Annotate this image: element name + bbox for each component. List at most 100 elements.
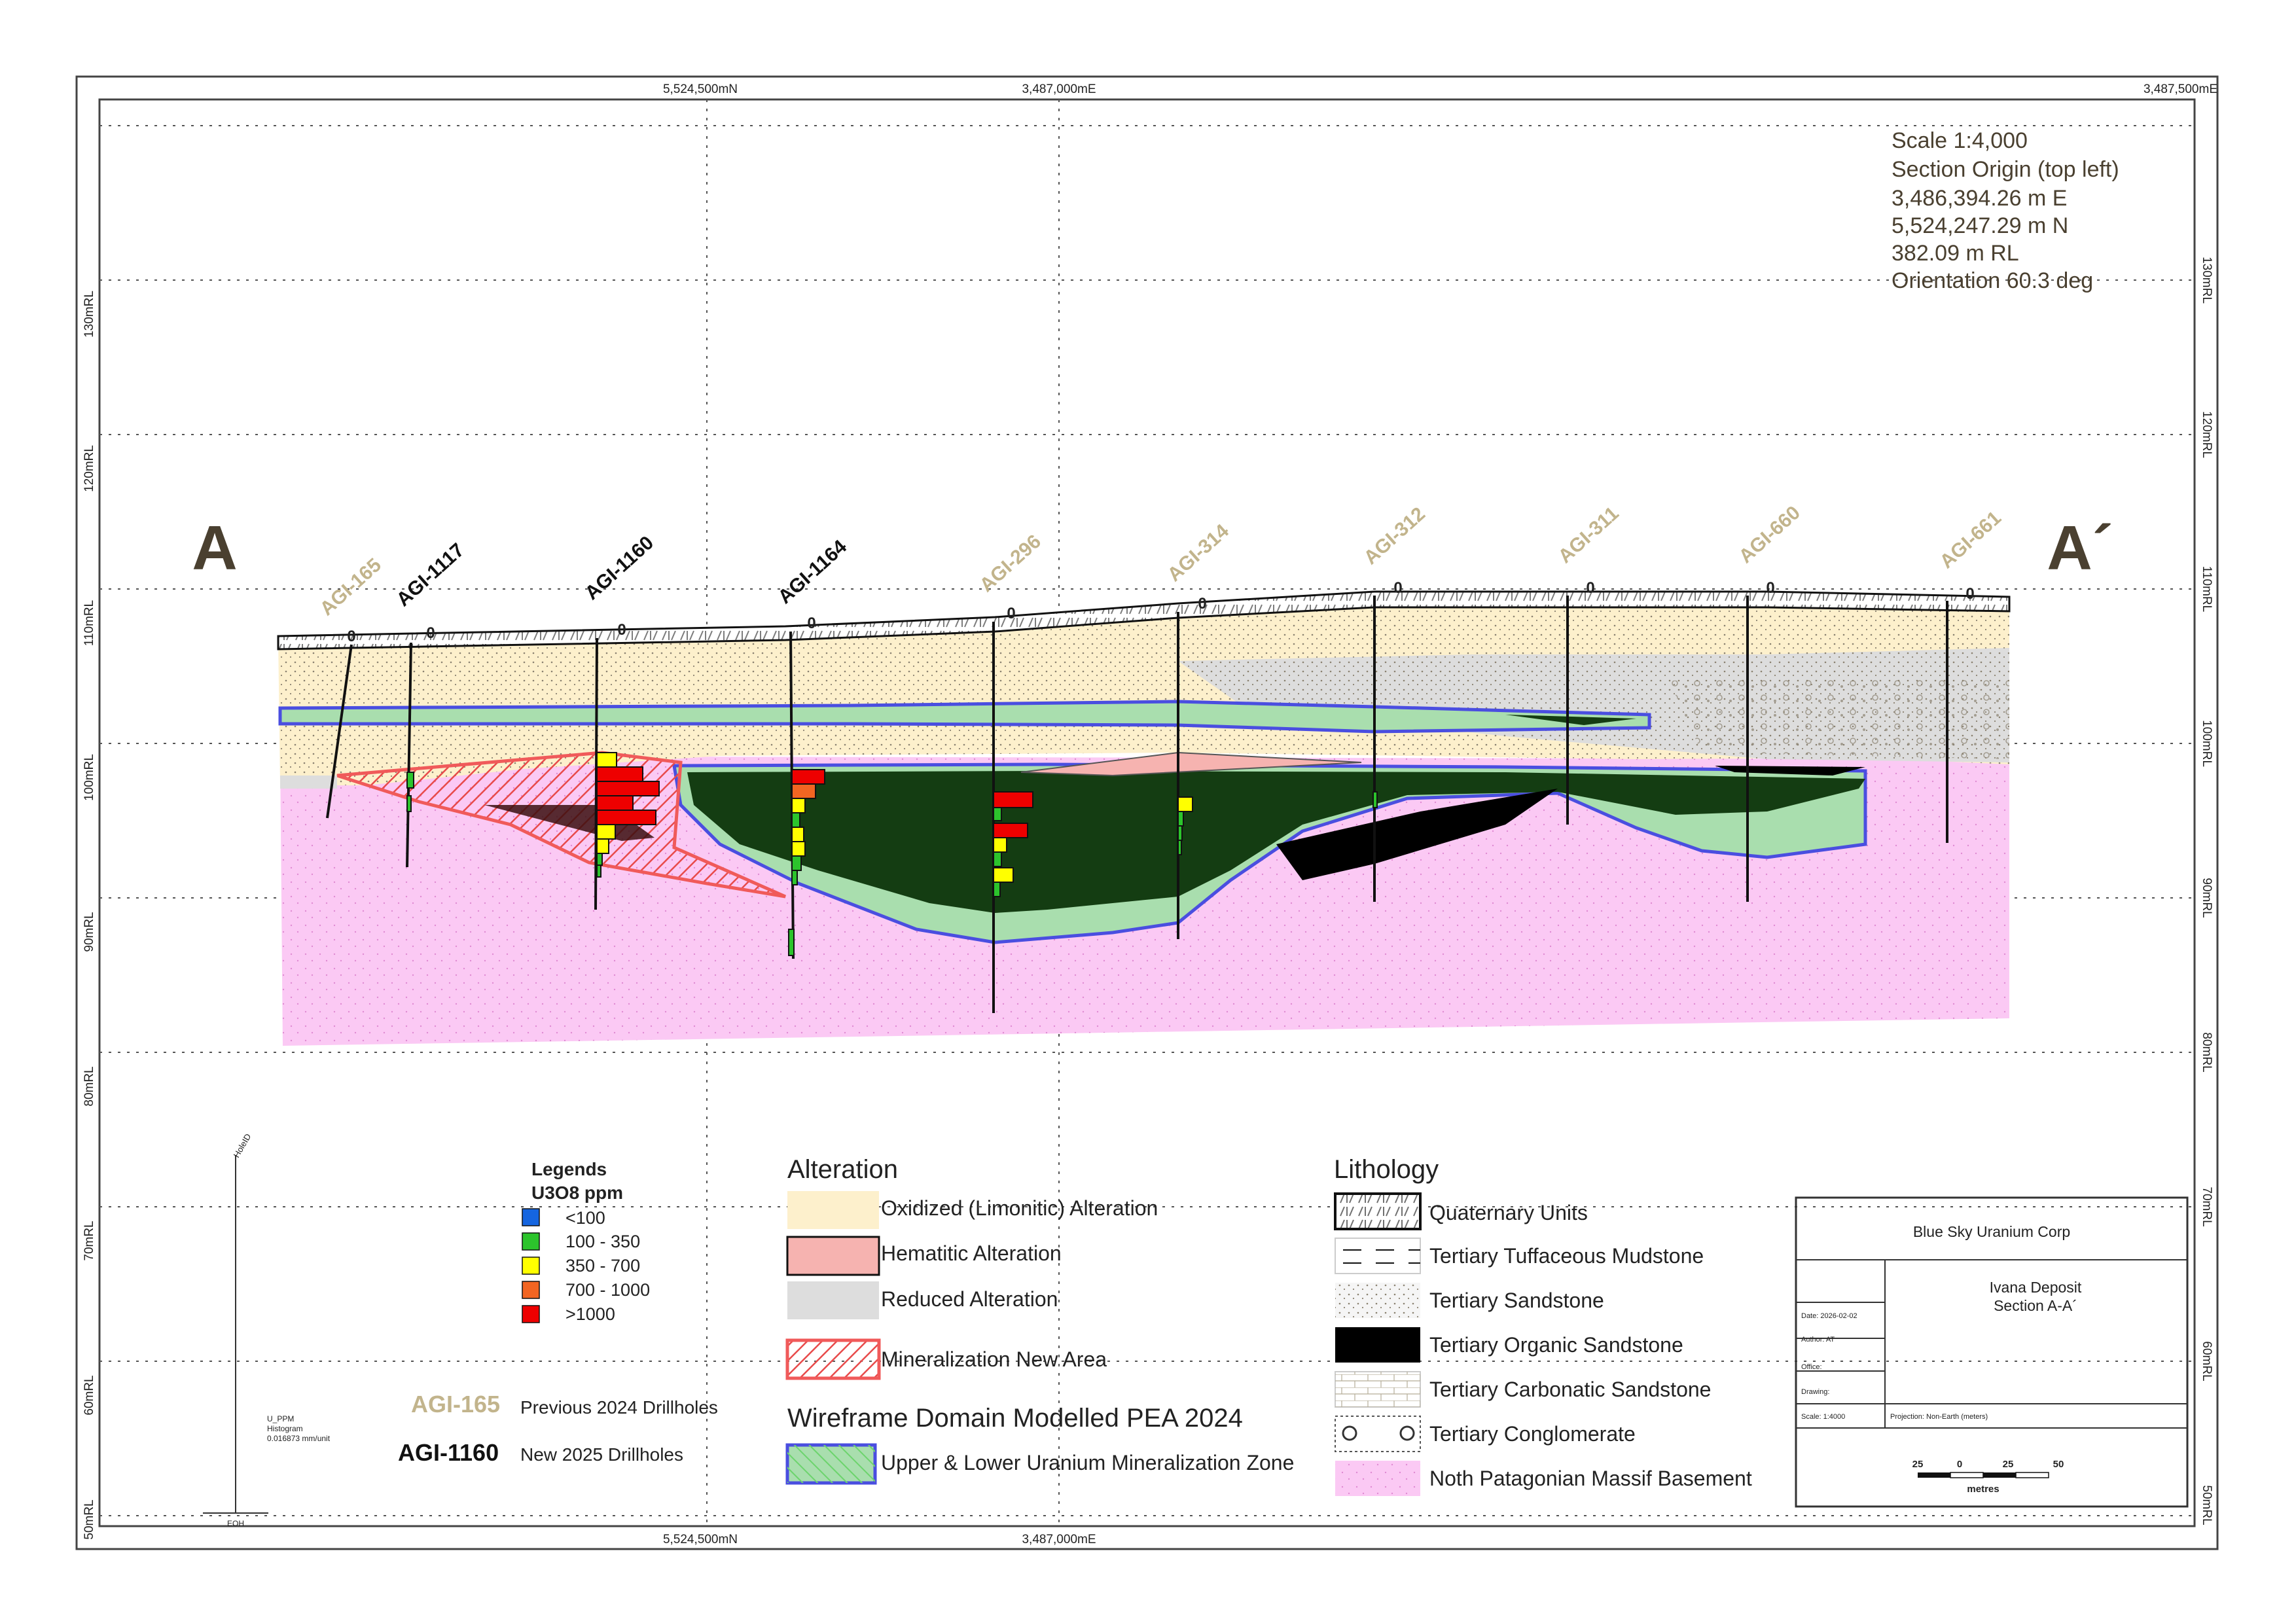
- section-end-a-prime: A´: [2047, 513, 2113, 583]
- svg-text:350 - 700: 350 - 700: [565, 1256, 640, 1275]
- svg-text:100 - 350: 100 - 350: [565, 1232, 640, 1251]
- outer-frame: [75, 75, 2219, 1550]
- grade-bar: [791, 855, 802, 871]
- collar-agi-312: 0: [1393, 579, 1402, 597]
- svg-text:120mRL: 120mRL: [2200, 411, 2214, 458]
- bottom-coord-north: 5,524,500mN: [663, 1533, 738, 1546]
- bottom-coord-east: 3,487,000mE: [1022, 1533, 1096, 1546]
- u3o8-legend: Legends U3O8 ppm <100 100 - 350 350 - 70…: [522, 1159, 650, 1324]
- label-agi-660: AGI-660: [1735, 502, 1804, 567]
- label-agi-314: AGI-314: [1164, 520, 1234, 586]
- upper-mineralization-zone: [278, 700, 1651, 734]
- grade-bar: [596, 824, 616, 840]
- grade-bar: [791, 841, 806, 857]
- title-author: Author: AT: [1801, 1336, 1835, 1344]
- svg-text:50: 50: [2053, 1459, 2064, 1470]
- svg-text:Section Origin (top left): Section Origin (top left): [1892, 157, 2119, 182]
- section-end-a: A: [192, 513, 237, 583]
- legend-swatch-700-1000: [522, 1281, 540, 1299]
- title-block: [1795, 1196, 2189, 1508]
- svg-text:70mRL: 70mRL: [2200, 1186, 2214, 1226]
- svg-text:110mRL: 110mRL: [82, 600, 96, 646]
- grade-bar: [1177, 840, 1182, 855]
- svg-text:Scale 1:4,000: Scale 1:4,000: [1892, 128, 2028, 153]
- swatch-mineralization-new: [785, 1338, 881, 1380]
- svg-text:<100: <100: [565, 1208, 605, 1228]
- geology-section: [277, 590, 2011, 1046]
- svg-text:60mRL: 60mRL: [82, 1375, 96, 1415]
- top-coord-north: 5,524,500mN: [663, 82, 738, 96]
- label-agi-311: AGI-311: [1554, 503, 1623, 567]
- grade-bar: [1177, 811, 1184, 827]
- svg-text:Legends: Legends: [531, 1159, 607, 1179]
- svg-text:700 - 1000: 700 - 1000: [565, 1280, 650, 1300]
- svg-text:AGI-165: AGI-165: [411, 1391, 500, 1418]
- grade-bar: [406, 795, 412, 812]
- swatch-organic: [1335, 1327, 1420, 1363]
- svg-text:U3O8 ppm: U3O8 ppm: [531, 1183, 623, 1203]
- svg-text:Tertiary Carbonatic Sandstone: Tertiary Carbonatic Sandstone: [1429, 1378, 1711, 1401]
- grade-bar: [993, 791, 1033, 808]
- title-section: Section A-A´: [1994, 1297, 2077, 1314]
- grade-bar: [596, 810, 656, 825]
- svg-text:Tertiary Tuffaceous Mudstone: Tertiary Tuffaceous Mudstone: [1429, 1244, 1704, 1268]
- legend-swatch-350-700: [522, 1257, 540, 1275]
- collar-agi-660: 0: [1766, 579, 1774, 597]
- svg-text:AGI-1160: AGI-1160: [398, 1439, 499, 1466]
- svg-text:120mRL: 120mRL: [82, 445, 96, 492]
- title-projection: Projection: Non-Earth (meters): [1890, 1413, 1988, 1421]
- svg-text:3,486,394.26 m E: 3,486,394.26 m E: [1892, 186, 2067, 211]
- svg-text:100mRL: 100mRL: [2200, 720, 2214, 767]
- svg-text:Tertiary Organic Sandstone: Tertiary Organic Sandstone: [1429, 1333, 1683, 1357]
- svg-text:HoleID: HoleID: [232, 1132, 253, 1160]
- svg-text:Tertiary Conglomerate: Tertiary Conglomerate: [1429, 1422, 1636, 1446]
- swatch-hematitic: [786, 1236, 880, 1276]
- grade-bar: [1177, 825, 1183, 841]
- scale-bar: 25 0 25 50 metres: [1912, 1459, 2064, 1495]
- rl-labels-left: 130mRL 120mRL 110mRL 100mRL 90mRL 80mRL …: [82, 291, 96, 1540]
- svg-text:5,524,247.29 m N: 5,524,247.29 m N: [1892, 213, 2068, 238]
- svg-text:0: 0: [1957, 1459, 1962, 1470]
- legend-swatch-100-350: [522, 1232, 540, 1251]
- title-date: Date: 2026-02-02: [1801, 1312, 1857, 1320]
- svg-text:25: 25: [2003, 1459, 2014, 1470]
- label-agi-1164: AGI-1164: [774, 536, 852, 609]
- title-office: Office:: [1801, 1363, 1822, 1371]
- top-coord-east-2: 3,487,500mE: [2144, 82, 2217, 96]
- drillhole-legend: AGI-165 Previous 2024 Drillholes AGI-116…: [398, 1391, 718, 1466]
- grade-histograms: [406, 752, 1378, 956]
- grade-bar: [791, 870, 798, 885]
- label-agi-1117: AGI-1117: [393, 539, 469, 611]
- svg-text:90mRL: 90mRL: [2200, 878, 2214, 918]
- organic-sandstone-unit: [687, 771, 1865, 913]
- legend-swatch-lt100: [522, 1208, 540, 1226]
- grade-bar: [993, 807, 1002, 821]
- inner-frame: [98, 98, 2196, 1527]
- lithology-legend: Lithology Quaternary Units Tertiary Tuff…: [1334, 1155, 1752, 1496]
- svg-text:25: 25: [1912, 1459, 1924, 1470]
- svg-text:Reduced Alteration: Reduced Alteration: [881, 1287, 1058, 1311]
- label-agi-1160: AGI-1160: [581, 532, 658, 604]
- top-coord-east: 3,487,000mE: [1022, 82, 1096, 96]
- histogram-key: HoleID U_PPM Histogram 0.016873 mm/unit …: [203, 1132, 331, 1528]
- svg-text:382.09 m RL: 382.09 m RL: [1892, 241, 2019, 266]
- title-company: Blue Sky Uranium Corp: [1913, 1223, 2070, 1240]
- svg-text:Mineralization New Area: Mineralization New Area: [881, 1347, 1107, 1371]
- grade-bar: [791, 783, 816, 799]
- svg-text:80mRL: 80mRL: [2200, 1032, 2214, 1072]
- title-scale: Scale: 1:4000: [1801, 1413, 1845, 1421]
- grade-bar: [788, 929, 795, 956]
- grade-bar: [596, 838, 609, 854]
- svg-text:90mRL: 90mRL: [82, 912, 96, 952]
- grade-bar: [791, 769, 825, 785]
- grade-bar: [406, 772, 414, 789]
- svg-text:Quaternary Units: Quaternary Units: [1429, 1201, 1588, 1224]
- svg-text:100mRL: 100mRL: [82, 754, 96, 801]
- svg-text:Hematitic Alteration: Hematitic Alteration: [881, 1241, 1062, 1265]
- grade-bar: [1372, 791, 1378, 808]
- swatch-oxidized: [787, 1191, 879, 1229]
- svg-text:Noth Patagonian Massif Basemen: Noth Patagonian Massif Basement: [1429, 1467, 1752, 1490]
- hematitic-unit: [1020, 751, 1362, 777]
- collar-agi-1164: 0: [807, 615, 816, 632]
- swatch-reduced: [787, 1281, 879, 1319]
